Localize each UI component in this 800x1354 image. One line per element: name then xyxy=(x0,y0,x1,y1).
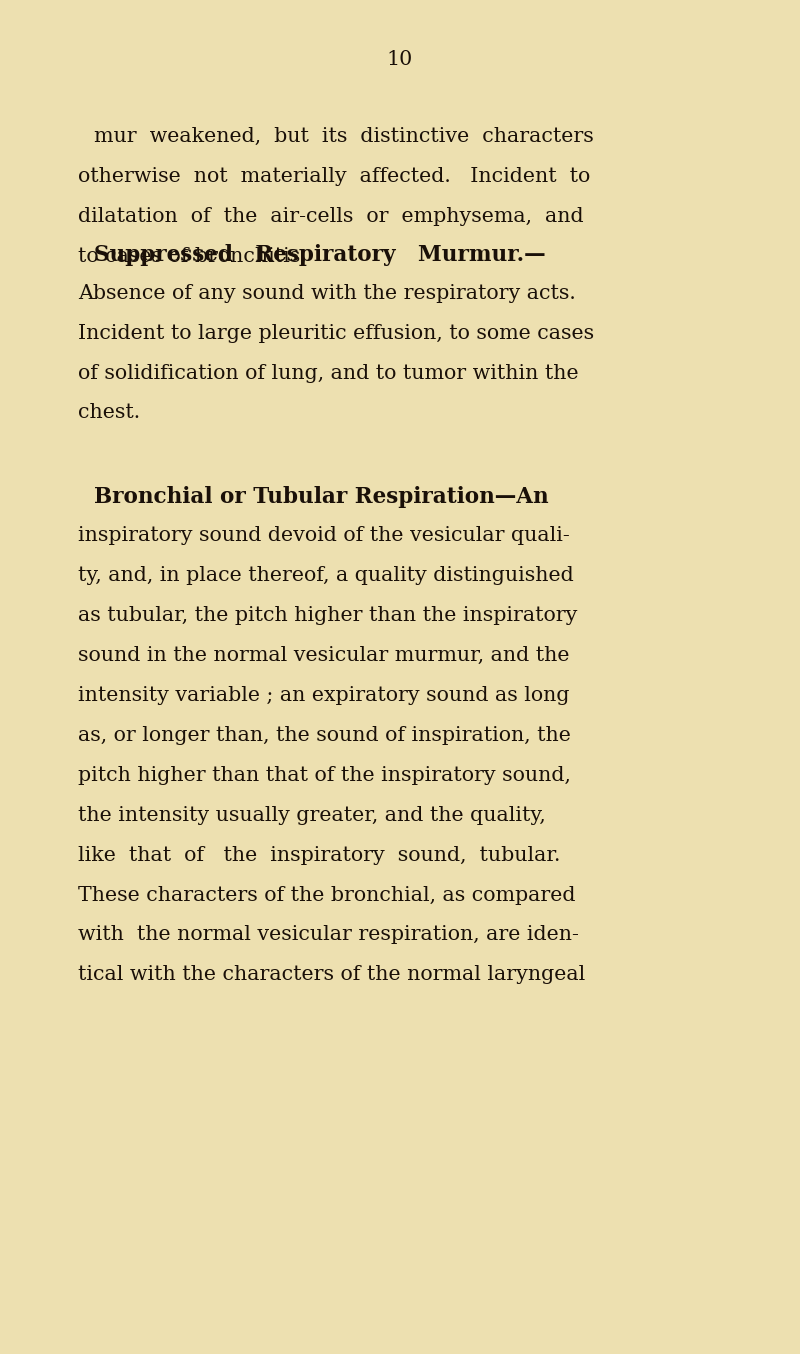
Text: with  the normal vesicular respiration, are iden-: with the normal vesicular respiration, a… xyxy=(78,925,579,945)
Text: as tubular, the pitch higher than the inspiratory: as tubular, the pitch higher than the in… xyxy=(78,605,578,626)
Text: Absence of any sound with the respiratory acts.: Absence of any sound with the respirator… xyxy=(78,283,576,303)
Text: to cases of bronchitis.: to cases of bronchitis. xyxy=(78,246,307,267)
Text: sound in the normal vesicular murmur, and the: sound in the normal vesicular murmur, an… xyxy=(78,646,570,665)
Text: mur  weakened,  but  its  distinctive  characters: mur weakened, but its distinctive charac… xyxy=(94,127,594,146)
Text: ty, and, in place thereof, a quality distinguished: ty, and, in place thereof, a quality dis… xyxy=(78,566,574,585)
Text: tical with the characters of the normal laryngeal: tical with the characters of the normal … xyxy=(78,965,586,984)
Text: otherwise  not  materially  affected.   Incident  to: otherwise not materially affected. Incid… xyxy=(78,167,590,187)
Text: inspiratory sound devoid of the vesicular quali-: inspiratory sound devoid of the vesicula… xyxy=(78,525,570,546)
Text: like  that  of   the  inspiratory  sound,  tubular.: like that of the inspiratory sound, tubu… xyxy=(78,845,561,865)
Text: Bronchial or Tubular Respiration—An: Bronchial or Tubular Respiration—An xyxy=(94,486,549,508)
Text: as, or longer than, the sound of inspiration, the: as, or longer than, the sound of inspira… xyxy=(78,726,571,745)
Text: Suppressed   Respiratory   Murmur.—: Suppressed Respiratory Murmur.— xyxy=(94,244,546,265)
Text: 10: 10 xyxy=(387,50,413,69)
Text: the intensity usually greater, and the quality,: the intensity usually greater, and the q… xyxy=(78,806,546,825)
Text: pitch higher than that of the inspiratory sound,: pitch higher than that of the inspirator… xyxy=(78,765,571,785)
Text: These characters of the bronchial, as compared: These characters of the bronchial, as co… xyxy=(78,886,576,904)
Text: of solidification of lung, and to tumor within the: of solidification of lung, and to tumor … xyxy=(78,363,579,383)
Text: Incident to large pleuritic effusion, to some cases: Incident to large pleuritic effusion, to… xyxy=(78,324,594,343)
Text: intensity variable ; an expiratory sound as long: intensity variable ; an expiratory sound… xyxy=(78,685,570,705)
Text: dilatation  of  the  air-cells  or  emphysema,  and: dilatation of the air-cells or emphysema… xyxy=(78,207,584,226)
Text: chest.: chest. xyxy=(78,403,141,422)
